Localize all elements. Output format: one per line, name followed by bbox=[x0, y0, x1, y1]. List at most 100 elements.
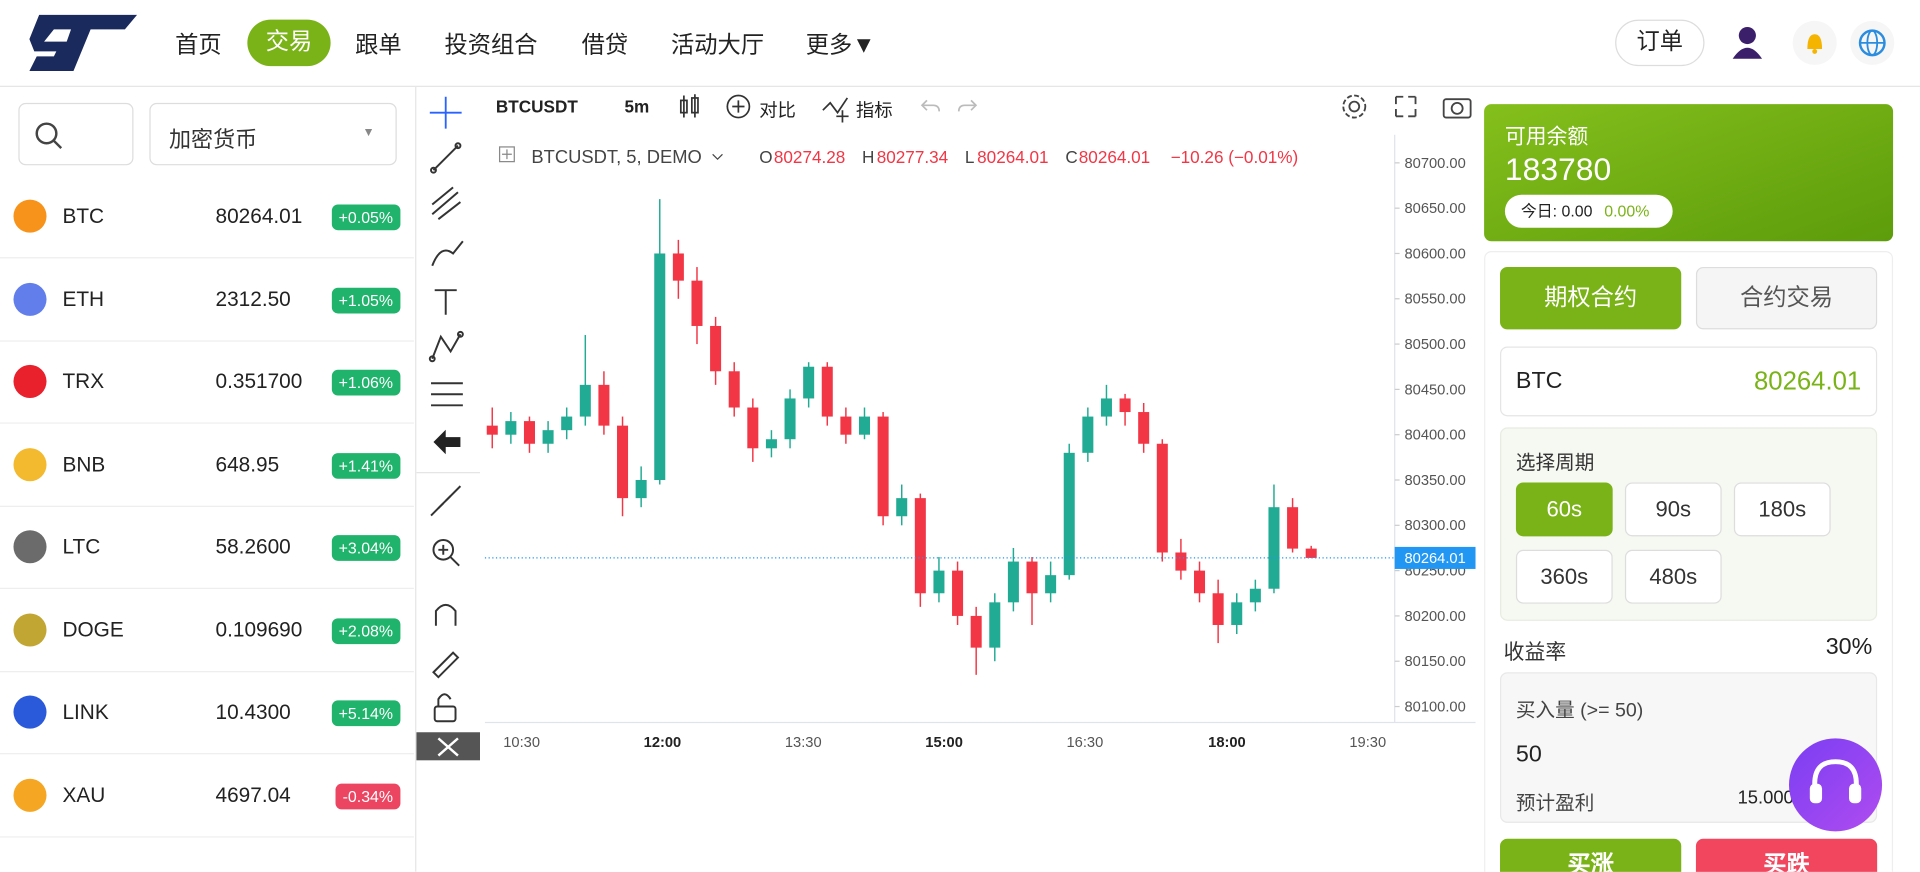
compare-label[interactable]: 对比 bbox=[759, 100, 796, 122]
coin-change: +2.08% bbox=[331, 617, 401, 644]
candle-body bbox=[858, 416, 871, 435]
candle-body bbox=[486, 425, 498, 435]
period[interactable]: 90s bbox=[1624, 482, 1722, 537]
coin-row[interactable]: ETH 2312.50 +1.05% bbox=[0, 258, 414, 342]
x-tick-label: 10:30 bbox=[503, 735, 540, 751]
legend-h-label: H bbox=[862, 147, 874, 167]
coin-change: +1.05% bbox=[331, 287, 401, 313]
undo-redo[interactable] bbox=[918, 96, 979, 120]
legend-o: 80274.28 bbox=[774, 147, 845, 167]
symbol[interactable]: BTCUSDT bbox=[495, 96, 578, 117]
candle-body bbox=[505, 421, 517, 435]
x-tick-label: 16:30 bbox=[1067, 735, 1104, 751]
indicator-label[interactable]: 指标 bbox=[855, 100, 893, 122]
chart-actions[interactable] bbox=[1340, 92, 1477, 124]
coin-change: +1.06% bbox=[331, 369, 401, 396]
x-tick-label: 15:00 bbox=[925, 735, 963, 751]
nav-item-active[interactable]: 交易 bbox=[247, 19, 331, 67]
nav-item[interactable]: 活动大厅 bbox=[671, 33, 765, 59]
today-pill: 今日: 0.00 0.00% bbox=[1504, 194, 1673, 228]
coin-name: BNB bbox=[62, 452, 106, 476]
user-icon[interactable] bbox=[1730, 24, 1764, 61]
coin-price: 2312.50 bbox=[215, 287, 291, 311]
orders-button[interactable]: 订单 bbox=[1615, 19, 1705, 67]
sidebar: 加密货币 ▼ BTC 80264.01 +0.05% ETH 2312.50 +1.05%… bbox=[0, 86, 417, 872]
coin-row[interactable]: LINK 10.4300 +5.14% bbox=[0, 671, 414, 755]
order-panel bbox=[1484, 251, 1894, 872]
legend-h: 80277.34 bbox=[877, 147, 949, 167]
coin-change: +3.04% bbox=[331, 535, 401, 561]
top-nav: 首页 交易 跟单 投资组合 借贷 活动大厅 更多▼ 订单 bbox=[0, 0, 1920, 87]
legend-toggle[interactable] bbox=[498, 146, 515, 163]
category-select[interactable]: 加密货币 ▼ bbox=[149, 102, 397, 166]
coin-change: +0.05% bbox=[331, 204, 401, 231]
coin-row[interactable]: BTC 80264.01 +0.05% bbox=[0, 175, 414, 259]
coin-row[interactable]: TRX 0.351700 +1.06% bbox=[0, 340, 414, 424]
y-tick-label: 80200.00 bbox=[1405, 609, 1466, 625]
candle-body bbox=[821, 366, 833, 417]
candle-body bbox=[561, 416, 573, 431]
y-tick-label: 80550.00 bbox=[1405, 292, 1466, 308]
language-icon[interactable] bbox=[1849, 20, 1896, 67]
period[interactable]: 480s bbox=[1624, 549, 1722, 604]
tab-active[interactable]: 期权合约 bbox=[1500, 266, 1682, 330]
compare-icon[interactable] bbox=[725, 93, 752, 120]
coin-price: 0.109690 bbox=[215, 617, 303, 642]
indicator-icon[interactable] bbox=[820, 93, 852, 123]
coin-name: BTC bbox=[62, 204, 105, 228]
candle-body bbox=[1194, 570, 1206, 594]
nav-item[interactable]: 跟单 bbox=[355, 33, 402, 59]
search-box[interactable] bbox=[18, 102, 134, 166]
buy-down-button[interactable]: 买跌 bbox=[1695, 838, 1878, 872]
candle-body bbox=[523, 421, 535, 444]
candle-body bbox=[1138, 412, 1150, 444]
candle-body bbox=[654, 253, 666, 481]
buy-up-button[interactable]: 买涨 bbox=[1500, 838, 1682, 872]
nav-item[interactable]: 首页 bbox=[175, 33, 222, 59]
today-pct: 0.00% bbox=[1604, 202, 1650, 221]
candle-body bbox=[970, 615, 982, 648]
coin-name: LTC bbox=[62, 535, 101, 559]
legend-title: BTCUSDT, 5, DEMO bbox=[531, 146, 701, 167]
candle-body bbox=[747, 407, 759, 449]
coin-row[interactable]: BNB 648.95 +1.41% bbox=[0, 423, 414, 507]
interval[interactable]: 5m bbox=[624, 96, 650, 117]
bell-icon[interactable] bbox=[1791, 20, 1838, 67]
nav-item[interactable]: 投资组合 bbox=[444, 33, 538, 59]
chart-type-icon[interactable] bbox=[677, 93, 701, 120]
profit-value: 15.000 bbox=[1737, 787, 1794, 809]
candle-body bbox=[1045, 575, 1057, 594]
candle-body bbox=[542, 430, 554, 444]
x-tick-label: 13:30 bbox=[785, 735, 822, 751]
period[interactable]: 360s bbox=[1515, 549, 1613, 604]
nav-item[interactable]: 借贷 bbox=[581, 33, 629, 59]
coin-row[interactable]: DOGE 0.109690 +2.08% bbox=[0, 588, 414, 672]
legend-c: 80264.01 bbox=[1079, 147, 1150, 167]
period[interactable]: 180s bbox=[1733, 482, 1831, 537]
coin-icon bbox=[13, 199, 47, 233]
candle-body bbox=[1100, 398, 1112, 417]
nav-item[interactable]: 更多▼ bbox=[805, 33, 876, 59]
legend-o-label: O bbox=[759, 147, 772, 167]
candle-body bbox=[803, 366, 815, 399]
period-active[interactable]: 60s bbox=[1515, 482, 1613, 537]
coin-row[interactable]: XAU 4697.04 -0.34% bbox=[0, 754, 414, 837]
legend-c-label: C bbox=[1065, 147, 1077, 167]
x-tick-label: 19:30 bbox=[1349, 735, 1386, 751]
coin-row[interactable]: LTC 58.2600 +3.04% bbox=[0, 506, 414, 589]
coin-name: ETH bbox=[62, 287, 105, 311]
logo[interactable] bbox=[29, 14, 138, 72]
amount-input[interactable]: 50 bbox=[1515, 742, 1542, 768]
support-button[interactable] bbox=[1788, 737, 1884, 833]
candle-body bbox=[710, 325, 722, 372]
candle-body bbox=[728, 371, 740, 408]
tab[interactable]: 合约交易 bbox=[1695, 266, 1878, 330]
coin-change: +1.41% bbox=[331, 452, 401, 479]
category-label: 加密货币 bbox=[168, 127, 258, 152]
candle-body bbox=[914, 498, 926, 594]
candle-body bbox=[877, 416, 889, 517]
last-price-tag bbox=[1394, 546, 1476, 569]
y-tick-label: 80300.00 bbox=[1405, 518, 1466, 534]
legend-toggle-plus bbox=[502, 149, 512, 160]
